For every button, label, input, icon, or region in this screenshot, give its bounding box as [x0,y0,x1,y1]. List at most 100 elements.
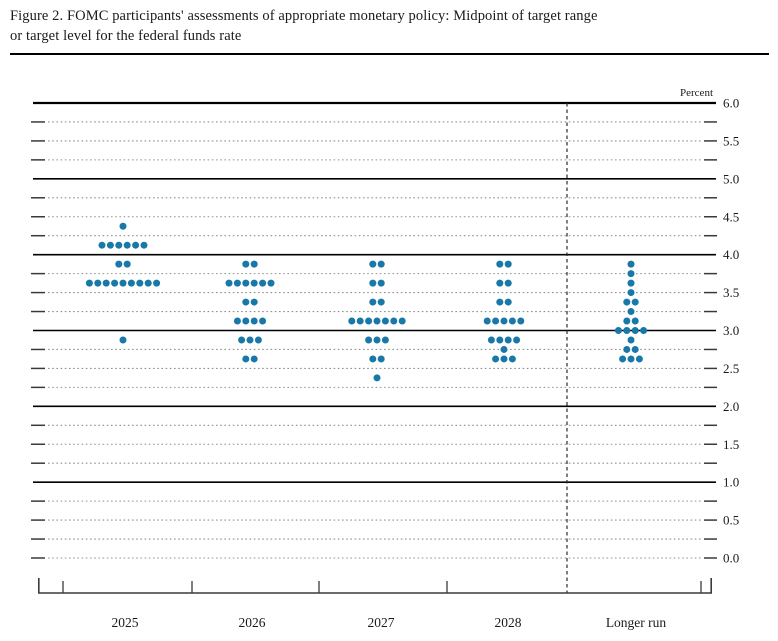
dot-2026-3.125 [242,317,250,325]
dot-longer-run-3.75 [627,270,635,278]
dot-2026-3.875 [242,260,250,268]
dot-2026-3.125 [259,317,267,325]
dot-2027-3.125 [398,317,406,325]
dot-longer-run-3.875 [627,260,635,268]
dot-2027-3.875 [369,260,377,268]
dot-2028-3.625 [496,279,504,287]
figure-title: Figure 2. FOMC participants' assessments… [10,6,770,46]
dot-2027-2.625 [369,355,377,363]
x-axis-label-2025: 2025 [112,615,139,630]
dot-2026-2.875 [238,336,246,344]
dot-2025-3.625 [102,279,110,287]
dot-longer-run-3.125 [623,317,631,325]
x-axis-label-2026: 2026 [239,615,266,630]
dot-2025-4.125 [140,241,148,249]
dot-2027-3.125 [373,317,381,325]
dot-2025-4.125 [106,241,114,249]
dot-2028-2.875 [496,336,504,344]
y-axis-label-1.5: 1.5 [723,437,739,452]
dot-2028-3.875 [504,260,512,268]
dot-2025-4.125 [123,241,131,249]
dot-longer-run-2.625 [619,355,627,363]
dot-2027-3.125 [390,317,398,325]
y-axis-label-5.0: 5.0 [723,171,739,186]
dot-2027-3.625 [377,279,385,287]
dot-longer-run-3.375 [623,298,631,306]
dot-longer-run-2.75 [623,345,631,353]
dot-longer-run-3.625 [627,279,635,287]
dot-2028-2.875 [513,336,521,344]
dot-2025-3.625 [111,279,119,287]
x-axis-label-2027: 2027 [368,615,395,630]
dot-2028-3.125 [517,317,525,325]
dot-2027-3.375 [377,298,385,306]
figure-title-line2: or target level for the federal funds ra… [10,28,242,44]
dot-2028-2.875 [487,336,495,344]
dot-2025-2.875 [119,336,127,344]
dot-2027-3.125 [365,317,373,325]
dot-longer-run-2.875 [627,336,635,344]
dot-2025-4.375 [119,222,127,230]
dot-2028-2.875 [504,336,512,344]
dot-2026-3.625 [233,279,241,287]
dot-2028-3.125 [483,317,491,325]
dot-2028-3.875 [496,260,504,268]
dot-2028-2.75 [500,345,508,353]
y-axis-label-0.5: 0.5 [723,513,739,528]
dot-2025-3.625 [85,279,93,287]
x-axis-label-longer-run: Longer run [606,615,667,630]
dot-2026-3.375 [250,298,258,306]
dot-2028-2.625 [508,355,516,363]
dot-2027-2.875 [373,336,381,344]
dot-2025-3.875 [115,260,123,268]
x-axis-label-2028: 2028 [495,615,522,630]
dot-2025-3.625 [136,279,144,287]
dot-longer-run-3 [631,327,639,334]
dot-longer-run-3 [640,327,648,334]
dot-2027-2.375 [373,374,381,382]
dot-2028-3.125 [508,317,516,325]
dot-2028-3.125 [500,317,508,325]
dot-2027-3.125 [381,317,389,325]
dot-longer-run-2.625 [627,355,635,363]
dot-2026-2.625 [250,355,258,363]
dot-2027-2.625 [377,355,385,363]
y-axis-label-6.0: 6.0 [723,96,739,111]
dot-2026-3.625 [259,279,267,287]
y-axis-label-3.5: 3.5 [723,285,739,300]
dot-2026-2.875 [246,336,254,344]
dot-longer-run-3.375 [631,298,639,306]
y-axis-label-2.0: 2.0 [723,399,739,414]
dot-2027-3.375 [369,298,377,306]
dot-longer-run-2.75 [631,345,639,353]
dot-2025-3.875 [123,260,131,268]
dot-longer-run-3 [623,327,631,334]
dot-2025-3.625 [153,279,161,287]
dot-2026-2.625 [242,355,250,363]
dot-2025-4.125 [132,241,140,249]
dot-2025-3.625 [94,279,102,287]
dot-2026-3.625 [225,279,233,287]
y-axis-label-5.5: 5.5 [723,133,739,148]
dot-2025-3.625 [119,279,127,287]
dot-2026-3.625 [242,279,250,287]
dot-longer-run-2.625 [635,355,643,363]
dot-2028-3.375 [496,298,504,306]
dot-2028-3.375 [504,298,512,306]
dot-longer-run-3.25 [627,308,635,316]
dot-2027-3.125 [348,317,356,325]
y-axis-label-4.0: 4.0 [723,247,739,262]
y-axis-label-2.5: 2.5 [723,361,739,376]
dot-2025-3.625 [127,279,135,287]
percent-unit-label: Percent [680,87,713,99]
dot-2026-2.875 [254,336,262,344]
dot-2027-2.875 [381,336,389,344]
dot-2026-3.625 [250,279,258,287]
dot-2025-4.125 [98,241,106,249]
dot-2026-3.125 [233,317,241,325]
dot-2025-3.625 [144,279,152,287]
y-axis-label-1.0: 1.0 [723,475,739,490]
dot-2027-3.875 [377,260,385,268]
dot-2026-3.375 [242,298,250,306]
